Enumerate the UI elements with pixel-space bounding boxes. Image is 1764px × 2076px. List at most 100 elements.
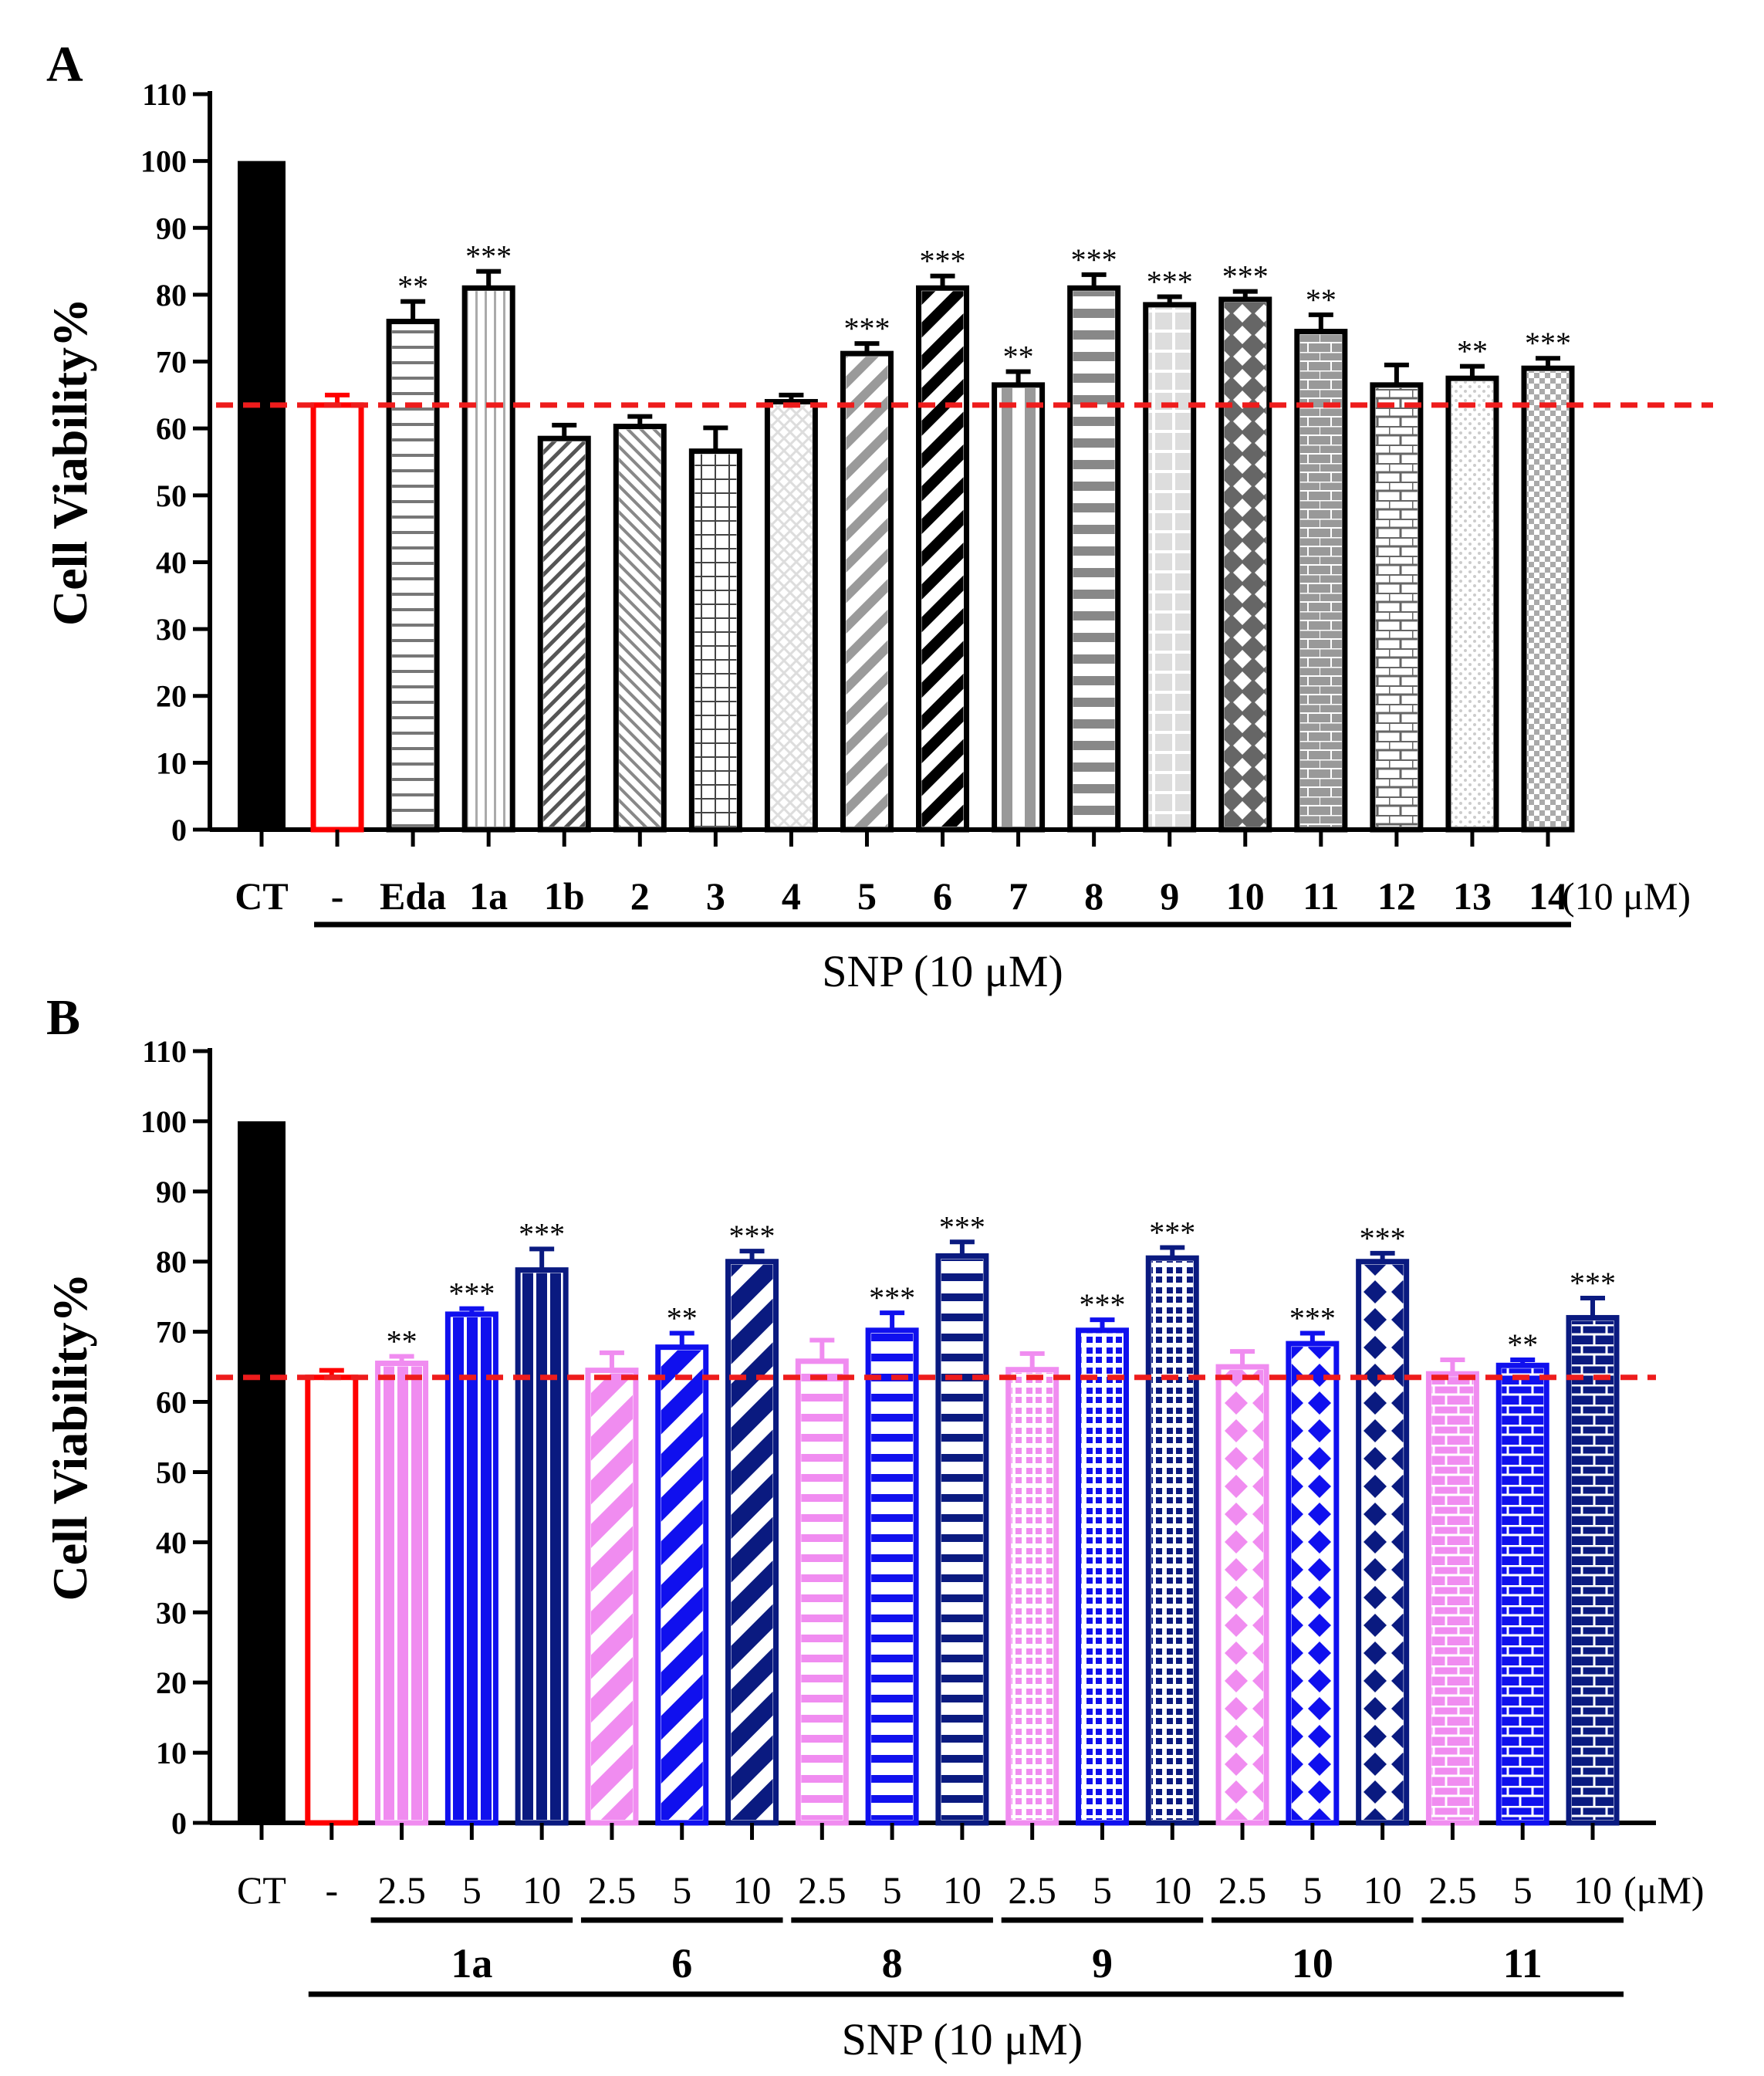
bar — [238, 1121, 286, 1823]
x-tick-label: CT — [235, 874, 288, 918]
bar-pattern — [731, 1264, 773, 1820]
bar-background — [307, 1377, 356, 1823]
x-tick-label: CT — [237, 1868, 286, 1912]
x-tick-label: 10 — [1364, 1868, 1402, 1912]
significance-label: ** — [1306, 282, 1337, 317]
x-tick-label: 10 — [943, 1868, 982, 1912]
x-tick-label: 1b — [544, 874, 585, 918]
bar-group: *** — [840, 311, 894, 833]
significance-label: *** — [1079, 1287, 1125, 1322]
x-tick-label: 2.5 — [1218, 1868, 1267, 1912]
bar-group: *** — [1356, 1221, 1410, 1826]
significance-label: *** — [1222, 259, 1269, 294]
x-tick-label: 4 — [782, 874, 801, 918]
bar-group: ** — [386, 269, 440, 833]
bar-pattern — [871, 1333, 914, 1820]
x-tick-label: 5 — [1513, 1868, 1533, 1912]
bar-pattern — [1081, 1333, 1124, 1820]
bar-group: *** — [865, 1280, 919, 1826]
y-tick-label: 20 — [156, 1665, 187, 1700]
x-tick-label: 5 — [672, 1868, 691, 1912]
x-tick-label: 10 — [1153, 1868, 1191, 1912]
x-tick-label: 10 — [1573, 1868, 1612, 1912]
significance-label: *** — [1147, 265, 1193, 299]
bar-pattern — [1222, 1370, 1264, 1820]
significance-label: *** — [1360, 1221, 1406, 1256]
x-tick-label: 2.5 — [588, 1868, 637, 1912]
group-label: SNP (10 μM) — [842, 2014, 1083, 2064]
x-tick-label: 11 — [1303, 874, 1339, 918]
y-tick-label: 70 — [156, 345, 187, 380]
bar-pattern — [1148, 307, 1191, 827]
bar-group — [1425, 1358, 1479, 1826]
x-tick-label: 5 — [1093, 1868, 1112, 1912]
x-tick-label: 5 — [857, 874, 877, 918]
compound-label: 1a — [451, 1940, 492, 1986]
significance-label: ** — [1507, 1327, 1538, 1362]
x-tick-label: 3 — [706, 874, 725, 918]
bar-group: *** — [916, 244, 970, 833]
y-tick-label: 10 — [156, 746, 187, 780]
bar-group: *** — [725, 1219, 779, 1826]
bar-pattern — [1151, 1261, 1194, 1820]
x-tick-label: - — [331, 874, 344, 918]
bar-group — [1005, 1351, 1059, 1826]
bar-pattern — [1361, 1264, 1404, 1820]
group-label: SNP (10 μM) — [822, 946, 1063, 996]
y-tick-label: 0 — [171, 813, 187, 847]
y-tick-label: 0 — [171, 1806, 187, 1841]
panel-b-chart: B Cell Viability% 0 10 20 30 40 50 60 70 80 90 100 11… — [42, 989, 1705, 2064]
bar-group — [1370, 362, 1424, 833]
significance-label: *** — [1149, 1216, 1195, 1250]
bar-pattern — [770, 404, 813, 827]
x-tick-label: 6 — [933, 874, 952, 918]
x-tick-label: 5 — [462, 1868, 482, 1912]
y-axis-label: Cell Viability% — [42, 1273, 97, 1601]
unit-label: (10 μM) — [1562, 874, 1691, 918]
bar-pattern — [1451, 381, 1493, 827]
bar-group: ** — [1294, 282, 1348, 833]
bar-pattern — [1073, 291, 1115, 827]
bar-group: *** — [444, 1276, 498, 1826]
bar-pattern — [590, 1373, 633, 1820]
bar-group: *** — [1521, 326, 1575, 833]
bar-group: *** — [1145, 1216, 1199, 1826]
y-tick-label: 40 — [156, 1525, 187, 1560]
x-tick-label: 13 — [1453, 874, 1492, 918]
x-tick-label: 12 — [1377, 874, 1416, 918]
y-tick-label: 50 — [156, 478, 187, 513]
bar-background — [313, 404, 362, 830]
significance-label: *** — [465, 239, 512, 274]
bar-group: *** — [1218, 259, 1272, 833]
bar-pattern — [1299, 334, 1342, 827]
y-tick-label: 50 — [156, 1455, 187, 1489]
y-tick-label: 100 — [140, 144, 187, 179]
significance-label: ** — [1003, 340, 1034, 374]
bar — [238, 161, 286, 830]
y-tick-label: 80 — [156, 1245, 187, 1280]
significance-label: *** — [1289, 1300, 1336, 1335]
significance-label: *** — [519, 1216, 565, 1251]
significance-label: *** — [1071, 242, 1117, 277]
bar-group — [537, 422, 591, 833]
bar-pattern — [468, 291, 510, 827]
panel-a-chart: A Cell Viability% 0 10 20 30 40 50 60 70 80 90 100 11… — [42, 36, 1713, 996]
x-tick-label: 2.5 — [1008, 1868, 1056, 1912]
significance-label: *** — [1570, 1266, 1616, 1300]
bar-group: ** — [992, 340, 1046, 833]
y-axis-label: Cell Viability% — [42, 298, 97, 626]
significance-label: ** — [387, 1324, 417, 1358]
bar-group — [238, 161, 286, 830]
bar-pattern — [801, 1364, 843, 1820]
significance-label: *** — [1525, 326, 1571, 360]
x-tick-label: 9 — [1160, 874, 1179, 918]
bar-pattern — [392, 324, 434, 827]
x-tick-label: Eda — [380, 874, 446, 918]
x-tick-label: 1a — [469, 874, 508, 918]
bar-pattern — [1291, 1347, 1333, 1820]
bar-pattern — [1431, 1377, 1474, 1820]
bar-pattern — [451, 1317, 493, 1820]
bar-group — [688, 425, 742, 833]
bar-group: ** — [1495, 1327, 1549, 1826]
